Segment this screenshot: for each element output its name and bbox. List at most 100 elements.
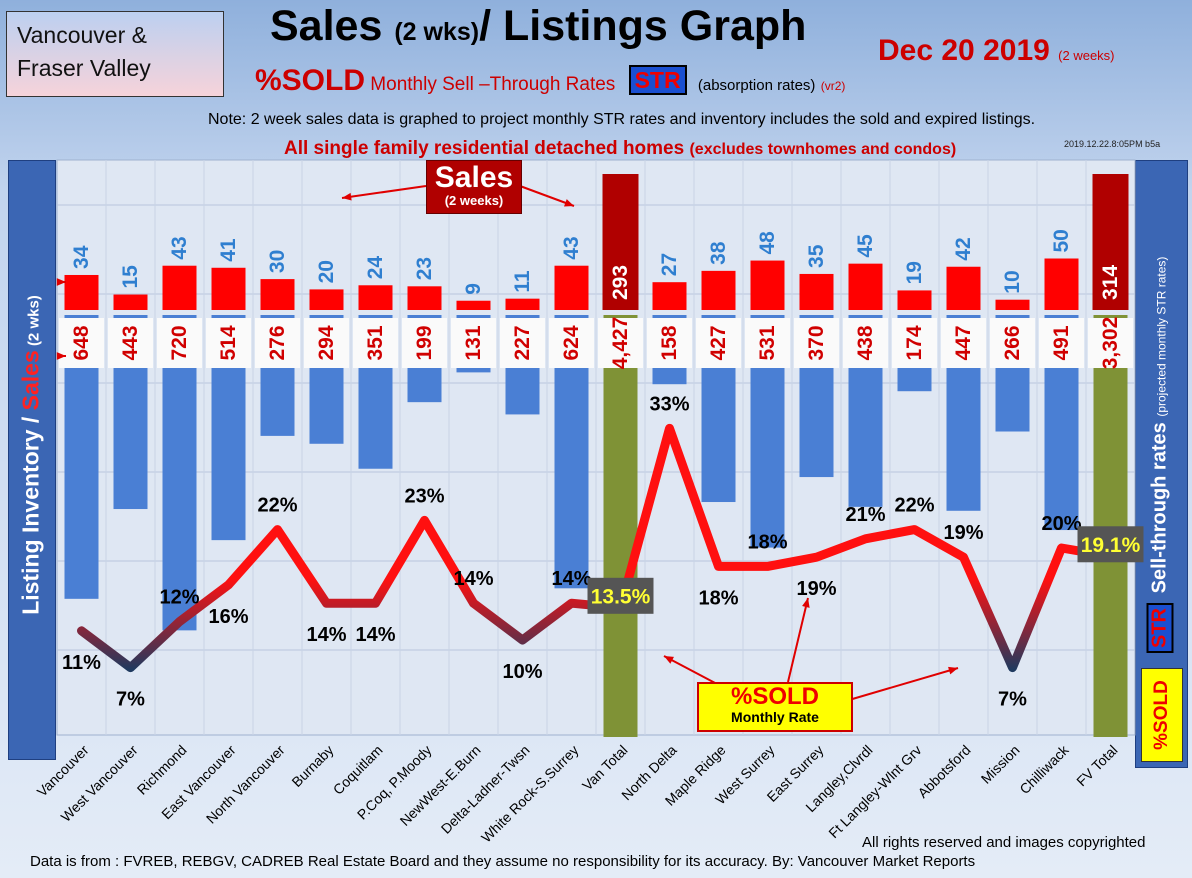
sales-bar-maple-ridge xyxy=(701,270,736,310)
left-axis-red: Sales xyxy=(17,350,44,411)
inventory-label-box-chilliwack xyxy=(1039,318,1084,368)
inventory-label-box-ft-langley-wlnt-grv xyxy=(892,318,937,368)
sales-label-abbotsford: 42 xyxy=(952,237,975,260)
category-label-delta-ladner-twsn: Delta-Ladner-Twsn xyxy=(438,742,533,837)
sold-label-abbotsford: 19% xyxy=(943,522,983,544)
sold-arrow-middle-head xyxy=(802,598,810,608)
inventory-label-box-north-delta xyxy=(647,318,692,368)
inventory-label-box-mission xyxy=(990,318,1035,368)
sales-label-langley-clvrdl: 45 xyxy=(854,234,877,258)
sold-label-p-coq-p-moody: 23% xyxy=(404,485,444,507)
sales-label-vancouver: 34 xyxy=(70,245,93,269)
note-text: Note: 2 week sales data is graphed to pr… xyxy=(208,111,1036,128)
inventory-label-box-delta-ladner-twsn xyxy=(500,318,545,368)
sold-label-van-total: 13.5% xyxy=(591,585,651,608)
sales-label-fv-total: 314 xyxy=(1099,265,1122,300)
sales-bar-east-surrey xyxy=(799,273,834,310)
inventory-label-box-abbotsford xyxy=(941,318,986,368)
category-label-van-total: Van Total xyxy=(579,742,631,794)
inventory-label-vancouver: 648 xyxy=(70,325,93,360)
region-line-2: Fraser Valley xyxy=(17,55,151,81)
category-label-mission: Mission xyxy=(978,742,1023,787)
sold-label-fv-total: 19.1% xyxy=(1081,534,1141,557)
sales-label-west-surrey: 48 xyxy=(756,231,779,255)
sales-bar-east-vancouver xyxy=(211,267,246,310)
left-axis-small: (2 wks) xyxy=(25,295,43,351)
right-str-badge: STR xyxy=(1146,603,1174,653)
inventory-label-coquitlam: 351 xyxy=(364,325,387,360)
sold-label-delta-ladner-twsn: 10% xyxy=(502,661,542,683)
sold-label-ft-langley-wlnt-grv: 22% xyxy=(894,495,934,517)
inventory-bar-fv-total xyxy=(1093,315,1128,737)
sales-callout-small: (2 weeks) xyxy=(444,193,504,208)
inventory-label-box-east-vancouver xyxy=(206,318,251,368)
sold-line-layer: 11%7%12%16%22%14% 14%23%14%10%14%13.5%33%… xyxy=(62,393,1144,711)
sold-label-north-delta: 33% xyxy=(649,393,689,415)
inventory-label-p-coq-p-moody: 199 xyxy=(413,325,436,360)
sales-arrow-right-head xyxy=(564,199,574,207)
sold-label-mission: 7% xyxy=(998,689,1027,711)
footer-rights: All rights reserved and images copyright… xyxy=(862,834,1146,851)
sales-label-burnaby: 20 xyxy=(315,260,338,283)
right-axis-title: Sell-through rates (projected monthly ST… xyxy=(1149,257,1172,594)
inventory-label-abbotsford: 447 xyxy=(952,325,975,360)
inventory-label-burnaby: 294 xyxy=(315,325,338,360)
subtitle-main: All single family residential detached h… xyxy=(284,138,685,159)
inventory-label-east-vancouver: 514 xyxy=(217,325,240,360)
sales-label-p-coq-p-moody: 23 xyxy=(413,257,436,280)
left-inventory-arrow-head xyxy=(56,352,66,360)
right-sold-badge: %SOLD xyxy=(1141,668,1183,762)
inventory-label-chilliwack: 491 xyxy=(1050,325,1073,360)
sales-label-delta-ladner-twsn: 11 xyxy=(511,270,534,293)
inventory-label-langley-clvrdl: 438 xyxy=(854,325,877,360)
inventory-label-richmond: 720 xyxy=(168,325,191,360)
inventory-bar-van-total xyxy=(603,315,638,737)
inventory-label-box-p-coq-p-moody xyxy=(402,318,447,368)
sales-bar-west-surrey xyxy=(750,260,785,310)
version-label: (vr2) xyxy=(820,79,846,93)
sold-label-maple-ridge: 18% xyxy=(698,587,738,609)
left-sales-arrow-head xyxy=(56,278,66,286)
right-axis-panel xyxy=(1135,160,1188,768)
sales-label-maple-ridge: 38 xyxy=(707,241,730,265)
region-line-1: Vancouver & xyxy=(17,22,147,48)
category-label-white-rock-s-surrey: White Rock-S.Surrey xyxy=(478,742,582,846)
category-label-abbotsford: Abbotsford xyxy=(914,742,973,801)
sales-label-mission: 10 xyxy=(1001,270,1024,293)
inventory-label-delta-ladner-twsn: 227 xyxy=(511,325,534,360)
total-sold-box-van-total xyxy=(587,577,654,614)
inventory-label-box-richmond xyxy=(157,318,202,368)
sold-label-white-rock-s-surrey: 14% xyxy=(551,568,591,590)
sales-callout-big: Sales xyxy=(434,161,514,194)
left-axis-panel xyxy=(8,160,56,760)
absorption-label: (absorption rates) xyxy=(697,77,816,94)
region-box: Vancouver & Fraser Valley xyxy=(6,11,224,97)
inventory-label-white-rock-s-surrey: 624 xyxy=(560,325,583,360)
sold-label: %SOLD xyxy=(255,64,366,97)
inventory-label-box-west-surrey xyxy=(745,318,790,368)
inventory-label-box-langley-clvrdl xyxy=(843,318,888,368)
sales-bar-delta-ladner-twsn xyxy=(505,298,540,310)
subtitle-small: (excludes townhomes and condos) xyxy=(689,141,957,158)
date-note: (2 weeks) xyxy=(1058,48,1115,63)
inventory-label-box-vancouver xyxy=(59,318,104,368)
sold-callout-big: %SOLD xyxy=(730,683,819,710)
sales-bar-ft-langley-wlnt-grv xyxy=(897,290,932,310)
title-part-2: / Listings Graph xyxy=(479,2,807,50)
inventory-label-box-coquitlam xyxy=(353,318,398,368)
timestamp: 2019.12.22.8:05PM b5a xyxy=(1064,139,1161,149)
inventory-label-ft-langley-wlnt-grv: 174 xyxy=(903,325,926,360)
sales-bar-richmond xyxy=(162,265,197,310)
arrows-layer xyxy=(56,185,959,701)
sold-label-coquitlam: 14% xyxy=(355,624,395,646)
sales-label-chilliwack: 50 xyxy=(1050,229,1073,252)
sold-callout-small: Monthly Rate xyxy=(731,709,819,725)
sold-arrow-right-head xyxy=(948,666,958,675)
sold-label-north-vancouver: 22% xyxy=(257,495,297,517)
sales-label-van-total: 293 xyxy=(609,265,632,300)
footer-source: Data is from : FVREB, REBGV, CADREB Real… xyxy=(30,853,976,870)
value-labels-layer: 6483444315720435144127630294203512419923… xyxy=(59,229,1133,369)
sales-bar-north-delta xyxy=(652,282,687,310)
sales-bar-newwest-e-burn xyxy=(456,300,491,310)
